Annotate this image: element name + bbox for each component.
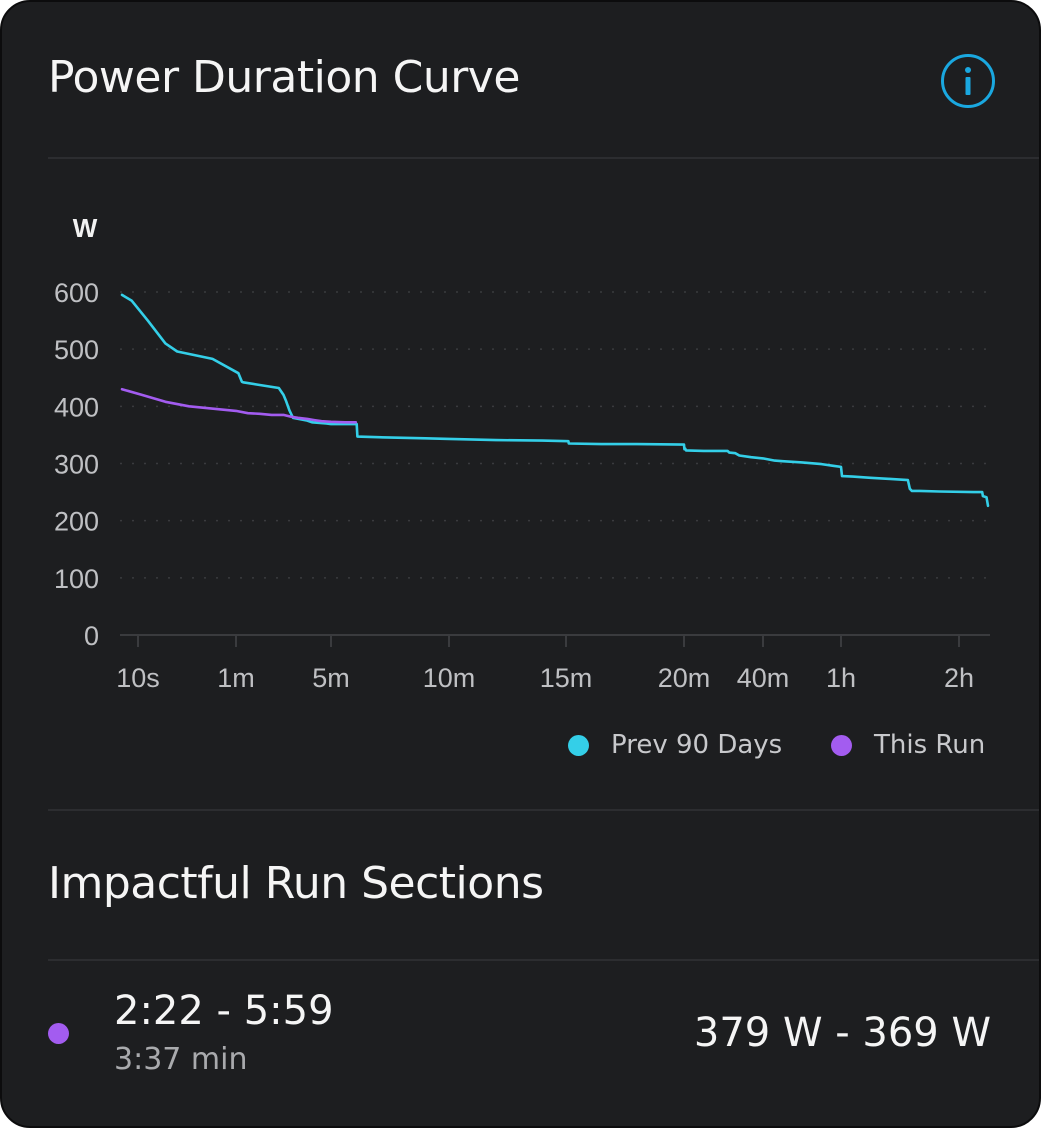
x-tick-label: 20m (658, 663, 711, 693)
x-tick-label: 10m (423, 663, 476, 693)
series-line-this-run (120, 387, 358, 424)
chart-gridlines (120, 291, 990, 579)
y-tick-label: 400 (54, 392, 99, 422)
section-header-divider (48, 959, 1039, 961)
run-section-duration: 3:37 min (114, 1042, 248, 1077)
x-tick-label: 1h (826, 663, 856, 693)
legend-label: Prev 90 Days (611, 730, 783, 760)
section-title: Impactful Run Sections (48, 858, 544, 909)
series-line-prev-90-days (120, 293, 990, 508)
legend-label: This Run (874, 730, 986, 760)
x-tick-label: 40m (737, 663, 790, 693)
x-tick-label: 1m (217, 663, 255, 693)
x-tick-label: 15m (540, 663, 593, 693)
x-tick-label: 2h (944, 663, 974, 693)
chart-series (120, 293, 990, 508)
y-tick-label: 100 (54, 564, 99, 594)
power-duration-chart: W 0 100 200 300 400 500 600 10s 1m 5m 10m 15m 20m 40… (54, 213, 990, 693)
section-divider (48, 809, 1039, 811)
run-section-power-range: 379 W - 369 W (693, 1010, 991, 1056)
y-tick-label: 300 (54, 450, 99, 480)
y-axis-ticks: 0 100 200 300 400 500 600 (54, 278, 99, 651)
x-axis-ticks: 10s 1m 5m 10m 15m 20m 40m 1h 2h (116, 635, 974, 693)
legend-dot-icon (831, 734, 852, 756)
info-icon (965, 67, 971, 95)
header-divider (48, 157, 1039, 159)
y-tick-label: 500 (54, 335, 99, 365)
run-section-time-range: 2:22 - 5:59 (114, 988, 334, 1034)
legend-dot-icon (568, 734, 589, 756)
y-tick-label: 0 (84, 621, 99, 651)
y-axis-unit-label: W (73, 213, 98, 243)
y-tick-label: 200 (54, 507, 99, 537)
x-tick-label: 10s (116, 663, 160, 693)
card-title: Power Duration Curve (48, 52, 520, 103)
legend-item-this-run[interactable]: This Run (831, 730, 985, 760)
x-tick-label: 5m (312, 663, 350, 693)
info-button[interactable] (941, 54, 995, 108)
run-section-dot-icon (48, 1023, 69, 1044)
legend-item-prev-90-days[interactable]: Prev 90 Days (568, 730, 782, 760)
y-tick-label: 600 (54, 278, 99, 308)
